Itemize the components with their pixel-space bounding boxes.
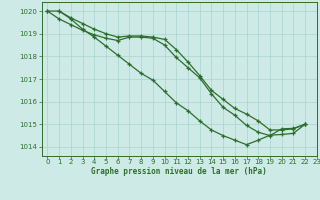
X-axis label: Graphe pression niveau de la mer (hPa): Graphe pression niveau de la mer (hPa) <box>91 167 267 176</box>
